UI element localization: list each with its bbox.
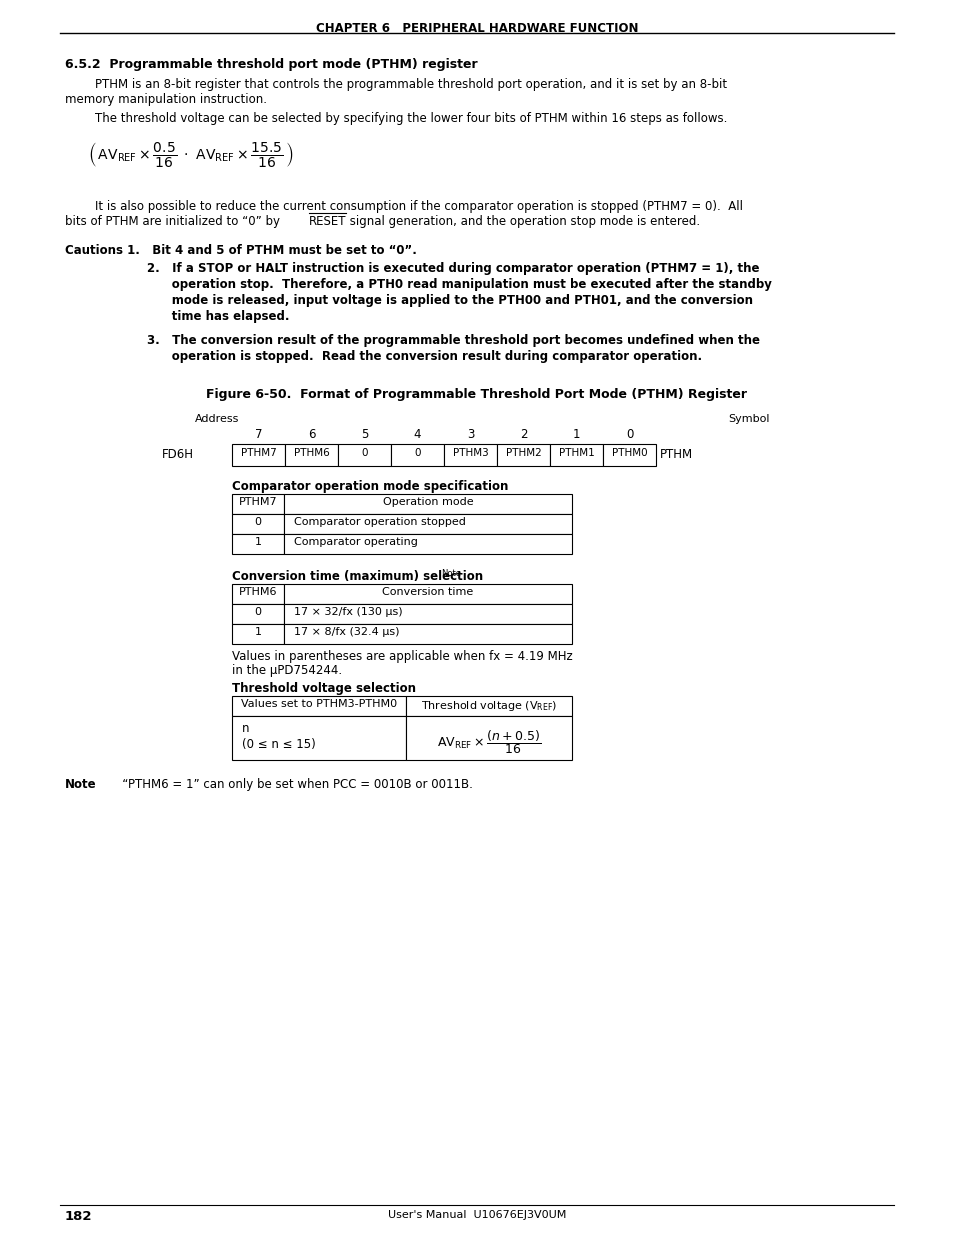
Bar (232, 534, 284, 555)
Text: PTHM: PTHM (659, 448, 693, 461)
Text: PTHM0: PTHM0 (611, 448, 647, 458)
Text: User's Manual  U10676EJ3V0UM: User's Manual U10676EJ3V0UM (388, 1210, 565, 1220)
Text: PTHM2: PTHM2 (505, 448, 540, 458)
Text: 1: 1 (254, 537, 261, 547)
Text: Cautions 1.   Bit 4 and 5 of PTHM must be set to “0”.: Cautions 1. Bit 4 and 5 of PTHM must be … (65, 245, 416, 257)
Text: bits of PTHM are initialized to “0” by: bits of PTHM are initialized to “0” by (65, 215, 283, 228)
Bar (602, 445, 656, 466)
Text: Comparator operation stopped: Comparator operation stopped (294, 517, 465, 527)
Text: mode is released, input voltage is applied to the PTH00 and PTH01, and the conve: mode is released, input voltage is appli… (147, 294, 752, 308)
Text: 1: 1 (254, 627, 261, 637)
Bar (391, 445, 443, 466)
Text: Values set to PTHM3-PTHM0: Values set to PTHM3-PTHM0 (241, 699, 396, 709)
Text: operation is stopped.  Read the conversion result during comparator operation.: operation is stopped. Read the conversio… (147, 350, 701, 363)
Text: 6: 6 (308, 429, 314, 441)
Text: 0: 0 (361, 448, 367, 458)
Text: 182: 182 (65, 1210, 92, 1223)
Bar (232, 445, 285, 466)
Text: PTHM3: PTHM3 (452, 448, 488, 458)
Text: 0: 0 (414, 448, 420, 458)
Text: Comparator operating: Comparator operating (294, 537, 417, 547)
Text: Note: Note (65, 778, 96, 790)
Text: RESET: RESET (309, 215, 346, 228)
Text: 5: 5 (360, 429, 368, 441)
Bar (284, 604, 572, 624)
Text: 0: 0 (254, 606, 261, 618)
Bar (284, 584, 572, 604)
Text: n: n (242, 722, 250, 735)
Bar (232, 514, 284, 534)
Text: Comparator operation mode specification: Comparator operation mode specification (232, 480, 508, 493)
Bar (284, 624, 572, 643)
Text: The threshold voltage can be selected by specifying the lower four bits of PTHM : The threshold voltage can be selected by… (95, 112, 726, 125)
Bar (406, 697, 572, 716)
Text: Operation mode: Operation mode (382, 496, 473, 508)
Bar (284, 534, 572, 555)
Text: (0 ≤ n ≤ 15): (0 ≤ n ≤ 15) (242, 739, 315, 751)
Bar (406, 716, 572, 760)
Text: 3: 3 (466, 429, 474, 441)
Text: FD6H: FD6H (162, 448, 193, 461)
Text: PTHM6: PTHM6 (238, 587, 277, 597)
Text: Conversion time (maximum) selection: Conversion time (maximum) selection (232, 571, 482, 583)
Text: Figure 6-50.  Format of Programmable Threshold Port Mode (PTHM) Register: Figure 6-50. Format of Programmable Thre… (206, 388, 747, 401)
Text: PTHM1: PTHM1 (558, 448, 594, 458)
Text: 17 × 8/fx (32.4 μs): 17 × 8/fx (32.4 μs) (294, 627, 399, 637)
Text: memory manipulation instruction.: memory manipulation instruction. (65, 93, 267, 106)
Bar (232, 716, 406, 760)
Text: PTHM7: PTHM7 (238, 496, 277, 508)
Text: PTHM is an 8-bit register that controls the programmable threshold port operatio: PTHM is an 8-bit register that controls … (95, 78, 726, 91)
Text: operation stop.  Therefore, a PTH0 read manipulation must be executed after the : operation stop. Therefore, a PTH0 read m… (147, 278, 771, 291)
Text: 17 × 32/fx (130 μs): 17 × 32/fx (130 μs) (294, 606, 402, 618)
Text: 0: 0 (254, 517, 261, 527)
Bar (232, 624, 284, 643)
Text: in the μPD754244.: in the μPD754244. (232, 664, 342, 677)
Text: Address: Address (194, 414, 239, 424)
Text: signal generation, and the operation stop mode is entered.: signal generation, and the operation sto… (346, 215, 700, 228)
Bar (443, 445, 497, 466)
Bar (232, 584, 284, 604)
Text: 0: 0 (625, 429, 633, 441)
Text: Threshold voltage (V$_{\mathsf{REF}}$): Threshold voltage (V$_{\mathsf{REF}}$) (420, 699, 557, 713)
Text: Note: Note (440, 569, 460, 578)
Text: Symbol: Symbol (727, 414, 769, 424)
Text: 2: 2 (519, 429, 527, 441)
Bar (232, 494, 284, 514)
Text: 6.5.2  Programmable threshold port mode (PTHM) register: 6.5.2 Programmable threshold port mode (… (65, 58, 477, 70)
Bar (284, 514, 572, 534)
Text: “PTHM6 = 1” can only be set when PCC = 0010B or 0011B.: “PTHM6 = 1” can only be set when PCC = 0… (111, 778, 473, 790)
Text: 4: 4 (414, 429, 421, 441)
Bar (550, 445, 602, 466)
Text: It is also possible to reduce the current consumption if the comparator operatio: It is also possible to reduce the curren… (95, 200, 742, 212)
Text: 7: 7 (254, 429, 262, 441)
Text: Values in parentheses are applicable when fx = 4.19 MHz: Values in parentheses are applicable whe… (232, 650, 572, 663)
Text: CHAPTER 6   PERIPHERAL HARDWARE FUNCTION: CHAPTER 6 PERIPHERAL HARDWARE FUNCTION (315, 22, 638, 35)
Text: PTHM7: PTHM7 (240, 448, 276, 458)
Text: $\left(\,\mathrm{AV_{REF}}\times\dfrac{0.5}{16}\ \cdot\ \mathrm{AV_{REF}}\times\: $\left(\,\mathrm{AV_{REF}}\times\dfrac{0… (88, 140, 294, 169)
Text: 1: 1 (572, 429, 579, 441)
Bar (285, 445, 337, 466)
Bar (232, 604, 284, 624)
Bar (337, 445, 391, 466)
Text: Threshold voltage selection: Threshold voltage selection (232, 682, 416, 695)
Bar (497, 445, 550, 466)
Bar (284, 494, 572, 514)
Text: 2.   If a STOP or HALT instruction is executed during comparator operation (PTHM: 2. If a STOP or HALT instruction is exec… (147, 262, 759, 275)
Text: Conversion time: Conversion time (382, 587, 473, 597)
Text: $\mathrm{AV_{REF}}\times\dfrac{(n + 0.5)}{16}$: $\mathrm{AV_{REF}}\times\dfrac{(n + 0.5)… (436, 727, 540, 756)
Text: PTHM6: PTHM6 (294, 448, 329, 458)
Bar (232, 697, 406, 716)
Text: time has elapsed.: time has elapsed. (147, 310, 289, 324)
Text: 3.   The conversion result of the programmable threshold port becomes undefined : 3. The conversion result of the programm… (147, 333, 760, 347)
